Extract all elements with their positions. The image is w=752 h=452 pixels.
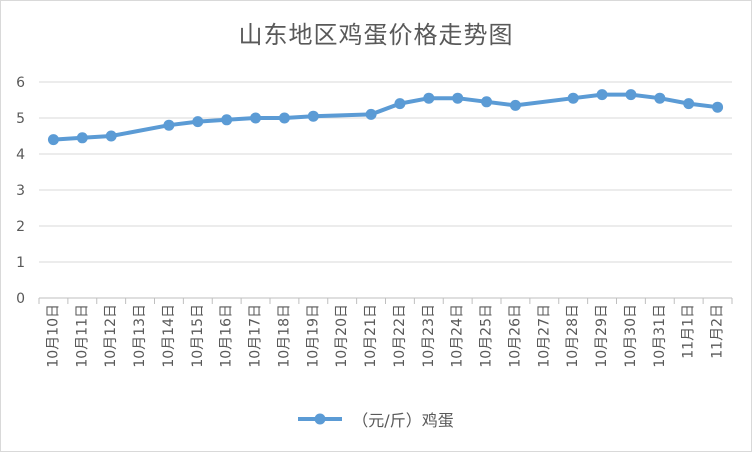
x-tick-label: 11月1日 xyxy=(681,304,697,359)
x-tick-label: 10月16日 xyxy=(219,304,235,368)
data-point xyxy=(452,92,464,104)
y-tick-label: 6 xyxy=(16,75,25,91)
x-tick-label: 10月27日 xyxy=(536,304,552,368)
data-point xyxy=(567,92,579,104)
series-line xyxy=(51,92,720,142)
data-point xyxy=(423,92,435,104)
x-tick-label: 10月24日 xyxy=(450,304,466,368)
x-tick-label: 10月29日 xyxy=(594,304,610,368)
data-point xyxy=(683,98,695,110)
x-tick-label: 10月10日 xyxy=(45,304,61,368)
legend: （元/斤）鸡蛋 xyxy=(1,407,751,431)
data-point xyxy=(509,99,521,111)
y-tick-label: 4 xyxy=(16,147,25,163)
data-point xyxy=(712,101,724,113)
x-tick-label: 10月17日 xyxy=(248,304,264,368)
data-point xyxy=(278,112,290,124)
x-tick-label: 10月22日 xyxy=(392,304,408,368)
x-tick-label: 10月12日 xyxy=(103,304,119,368)
x-tick-label: 10月28日 xyxy=(565,304,581,368)
x-tick-label: 11月2日 xyxy=(710,304,726,359)
y-tick-label: 3 xyxy=(16,183,25,199)
data-point xyxy=(365,108,377,120)
data-point xyxy=(394,98,406,110)
x-tick-label: 10月31日 xyxy=(652,304,668,368)
x-tick-label: 10月15日 xyxy=(190,304,206,368)
chart-title: 山东地区鸡蛋价格走势图 xyxy=(238,21,514,49)
x-tick-label: 10月25日 xyxy=(479,304,495,368)
data-point xyxy=(250,112,262,124)
data-point xyxy=(596,89,608,101)
data-point xyxy=(192,116,204,128)
y-tick-label: 0 xyxy=(16,291,25,307)
data-point xyxy=(163,119,175,131)
data-point xyxy=(221,114,233,126)
data-point xyxy=(76,132,88,144)
x-tick-label: 10月30日 xyxy=(623,304,639,368)
y-tick-label: 1 xyxy=(16,255,25,271)
x-tick-label: 10月13日 xyxy=(132,304,148,368)
x-tick-label: 10月18日 xyxy=(276,304,292,368)
x-tick-label: 10月21日 xyxy=(363,304,379,368)
y-tick-label: 2 xyxy=(16,219,25,235)
data-point xyxy=(625,89,637,101)
x-tick-label: 10月23日 xyxy=(421,304,437,368)
data-point xyxy=(307,110,319,122)
data-point xyxy=(654,92,666,104)
x-tick-label: 10月26日 xyxy=(507,304,523,368)
x-tick-label: 10月11日 xyxy=(74,304,90,368)
data-point xyxy=(481,96,493,108)
data-point xyxy=(105,130,117,142)
y-tick-label: 5 xyxy=(16,111,25,127)
data-point xyxy=(47,134,59,146)
x-tick-label: 10月20日 xyxy=(334,304,350,368)
legend-series-marker xyxy=(298,413,343,425)
x-tick-label: 10月14日 xyxy=(161,304,177,368)
legend-series-label: （元/斤）鸡蛋 xyxy=(352,411,454,430)
x-tick-label: 10月19日 xyxy=(305,304,321,368)
